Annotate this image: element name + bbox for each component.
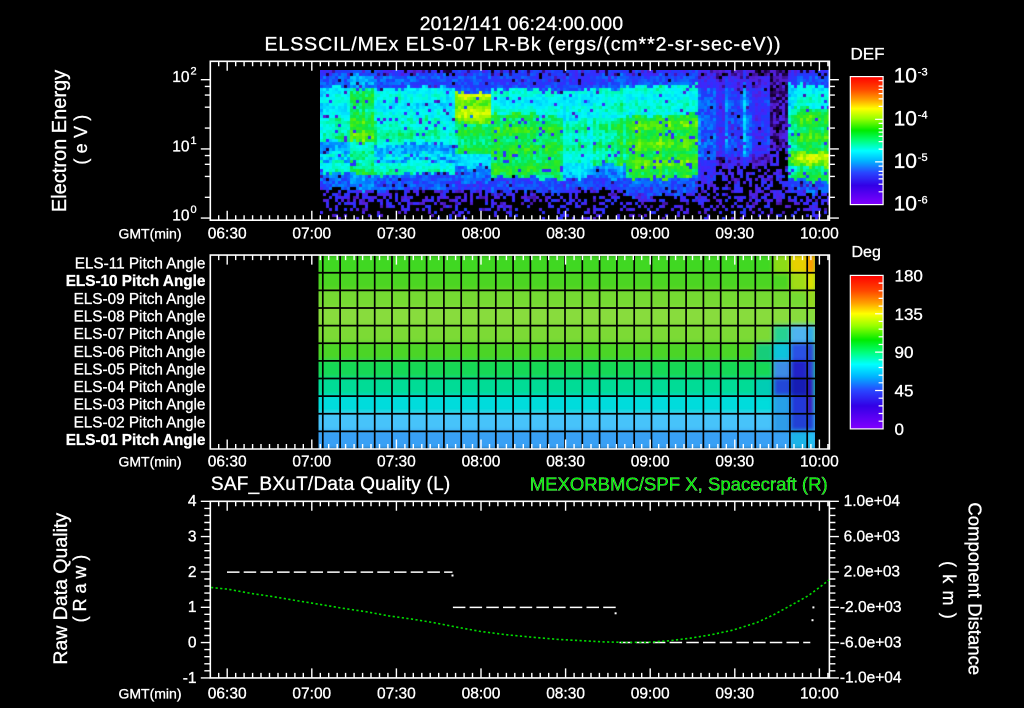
svg-text:(Raw): (Raw) bbox=[70, 550, 90, 623]
svg-text:1: 1 bbox=[191, 135, 197, 147]
svg-text:2012/141 06:24:00.000: 2012/141 06:24:00.000 bbox=[420, 14, 624, 35]
svg-text:ELS-11 Pitch Angle: ELS-11 Pitch Angle bbox=[75, 256, 206, 273]
svg-text:06:30: 06:30 bbox=[208, 226, 247, 243]
svg-text:07:00: 07:00 bbox=[292, 454, 331, 471]
svg-text:10:00: 10:00 bbox=[800, 454, 839, 471]
svg-text:ELSSCIL/MEx ELS-07 LR-Bk (erg: ELSSCIL/MEx ELS-07 LR-Bk (ergs/(cm**2-sr… bbox=[265, 34, 782, 56]
svg-text:2: 2 bbox=[191, 66, 197, 78]
svg-text:10:00: 10:00 bbox=[800, 685, 839, 702]
svg-text:08:00: 08:00 bbox=[462, 226, 501, 243]
svg-text:09:00: 09:00 bbox=[631, 226, 670, 243]
svg-text:GMT(min): GMT(min) bbox=[119, 454, 182, 470]
svg-text:2: 2 bbox=[188, 564, 197, 581]
svg-text:08:00: 08:00 bbox=[462, 685, 501, 702]
svg-text:ELS-03 Pitch Angle: ELS-03 Pitch Angle bbox=[74, 397, 206, 414]
svg-text:GMT(min): GMT(min) bbox=[119, 226, 182, 242]
svg-text:08:00: 08:00 bbox=[462, 454, 501, 471]
svg-text:0: 0 bbox=[895, 420, 904, 439]
svg-text:0: 0 bbox=[188, 635, 197, 652]
svg-text:Raw Data Quality: Raw Data Quality bbox=[50, 513, 72, 665]
svg-text:2.0e+03: 2.0e+03 bbox=[844, 564, 900, 581]
svg-text:ELS-02 Pitch Angle: ELS-02 Pitch Angle bbox=[74, 414, 206, 431]
svg-text:09:00: 09:00 bbox=[631, 454, 670, 471]
svg-text:1: 1 bbox=[188, 599, 197, 616]
svg-text:-1: -1 bbox=[183, 670, 197, 687]
svg-text:(km): (km) bbox=[939, 561, 959, 626]
svg-text:6.0e+03: 6.0e+03 bbox=[844, 528, 900, 545]
svg-text:ELS-07 Pitch Angle: ELS-07 Pitch Angle bbox=[74, 326, 206, 343]
svg-text:ELS-08 Pitch Angle: ELS-08 Pitch Angle bbox=[74, 309, 206, 326]
svg-text:ELS-05 Pitch Angle: ELS-05 Pitch Angle bbox=[74, 361, 206, 378]
svg-text:MEXORBMC/SPF X, Spacecraft (R): MEXORBMC/SPF X, Spacecraft (R) bbox=[530, 474, 828, 495]
svg-text:ELS-10 Pitch Angle: ELS-10 Pitch Angle bbox=[66, 273, 206, 290]
svg-text:06:30: 06:30 bbox=[208, 454, 247, 471]
svg-text:180: 180 bbox=[895, 266, 923, 285]
svg-text:07:00: 07:00 bbox=[292, 685, 331, 702]
svg-text:1.0e+04: 1.0e+04 bbox=[844, 493, 901, 510]
svg-text:09:30: 09:30 bbox=[715, 226, 754, 243]
svg-text:06:30: 06:30 bbox=[208, 685, 247, 702]
svg-text:-1.0e+04: -1.0e+04 bbox=[840, 670, 902, 687]
svg-text:07:30: 07:30 bbox=[377, 226, 416, 243]
svg-text:90: 90 bbox=[895, 343, 914, 362]
svg-text:0: 0 bbox=[191, 204, 197, 216]
svg-text:-5: -5 bbox=[918, 152, 928, 164]
svg-text:Electron Energy: Electron Energy bbox=[49, 70, 71, 212]
svg-text:ELS-04 Pitch Angle: ELS-04 Pitch Angle bbox=[74, 379, 206, 396]
svg-text:4: 4 bbox=[188, 493, 197, 510]
svg-text:Deg: Deg bbox=[852, 244, 881, 261]
svg-text:10: 10 bbox=[894, 193, 917, 216]
svg-text:45: 45 bbox=[895, 382, 914, 401]
svg-text:07:30: 07:30 bbox=[377, 454, 416, 471]
svg-text:07:00: 07:00 bbox=[292, 226, 331, 243]
svg-text:SAF_BXuT/Data Quality (L): SAF_BXuT/Data Quality (L) bbox=[211, 474, 451, 495]
svg-text:09:30: 09:30 bbox=[715, 454, 754, 471]
svg-text:-4: -4 bbox=[918, 109, 928, 121]
svg-text:DEF: DEF bbox=[851, 45, 885, 64]
svg-text:10: 10 bbox=[894, 107, 917, 130]
svg-text:Component Distance: Component Distance bbox=[965, 502, 986, 675]
svg-text:08:30: 08:30 bbox=[546, 226, 585, 243]
svg-text:ELS-09 Pitch Angle: ELS-09 Pitch Angle bbox=[74, 291, 206, 308]
svg-text:08:30: 08:30 bbox=[546, 454, 585, 471]
svg-text:ELS-01 Pitch Angle: ELS-01 Pitch Angle bbox=[66, 432, 206, 449]
svg-text:07:30: 07:30 bbox=[377, 685, 416, 702]
svg-text:-6: -6 bbox=[918, 195, 928, 207]
svg-text:-6.0e+03: -6.0e+03 bbox=[840, 634, 902, 651]
svg-text:-2.0e+03: -2.0e+03 bbox=[840, 599, 902, 616]
svg-text:-3: -3 bbox=[918, 67, 928, 79]
svg-text:3: 3 bbox=[188, 529, 197, 546]
svg-text:(eV): (eV) bbox=[71, 109, 91, 164]
svg-text:135: 135 bbox=[895, 305, 923, 324]
svg-text:10: 10 bbox=[172, 138, 190, 155]
svg-text:GMT(min): GMT(min) bbox=[119, 685, 182, 701]
svg-text:09:30: 09:30 bbox=[715, 685, 754, 702]
svg-text:10:00: 10:00 bbox=[800, 226, 839, 243]
svg-text:10: 10 bbox=[172, 69, 190, 86]
svg-text:09:00: 09:00 bbox=[631, 685, 670, 702]
svg-text:10: 10 bbox=[894, 65, 917, 88]
svg-text:ELS-06 Pitch Angle: ELS-06 Pitch Angle bbox=[74, 344, 206, 361]
svg-text:08:30: 08:30 bbox=[546, 685, 585, 702]
svg-text:10: 10 bbox=[894, 150, 917, 173]
svg-text:10: 10 bbox=[172, 208, 190, 225]
